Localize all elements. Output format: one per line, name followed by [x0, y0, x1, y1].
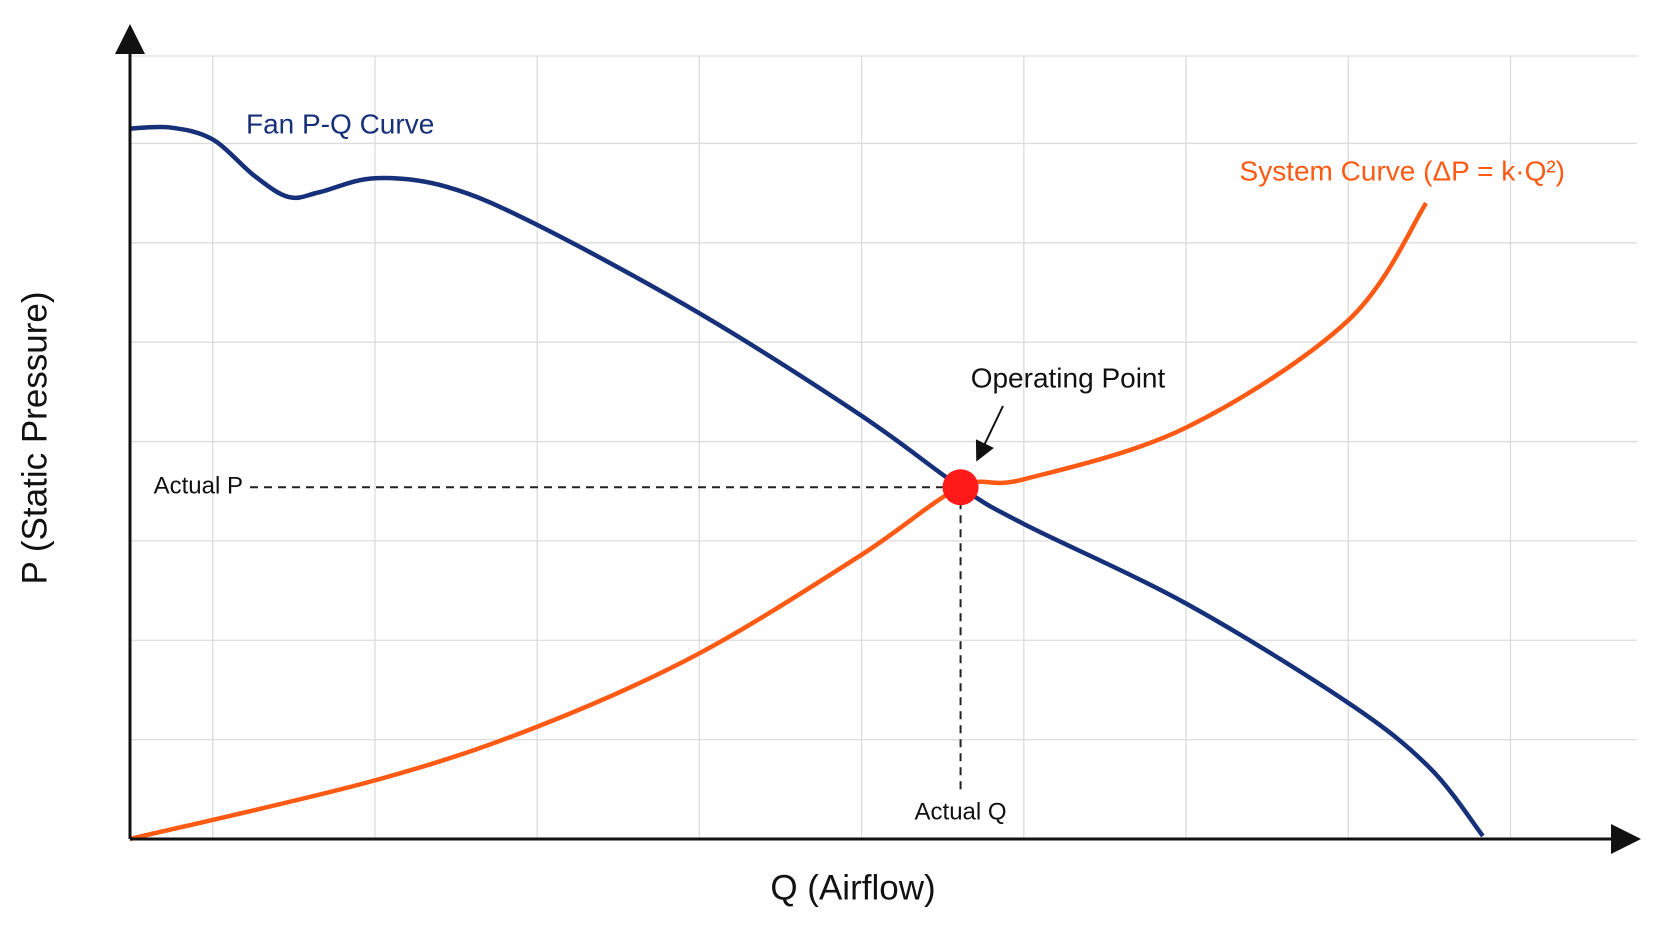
operating-point: [942, 469, 979, 506]
annotation: Actual P: [154, 472, 243, 499]
series-line: [129, 201, 1428, 842]
annotation-arrow: [975, 405, 1004, 462]
x-axis-label: Q (Airflow): [770, 868, 935, 907]
series-label: Fan P-Q Curve: [246, 108, 434, 139]
annotation: Actual Q: [915, 798, 1007, 825]
annotation: Operating Point: [971, 362, 1166, 393]
series-label: System Curve (ΔP = k·Q²): [1240, 155, 1565, 186]
y-axis-label: P (Static Pressure): [15, 291, 54, 584]
series-line: [129, 124, 1485, 838]
